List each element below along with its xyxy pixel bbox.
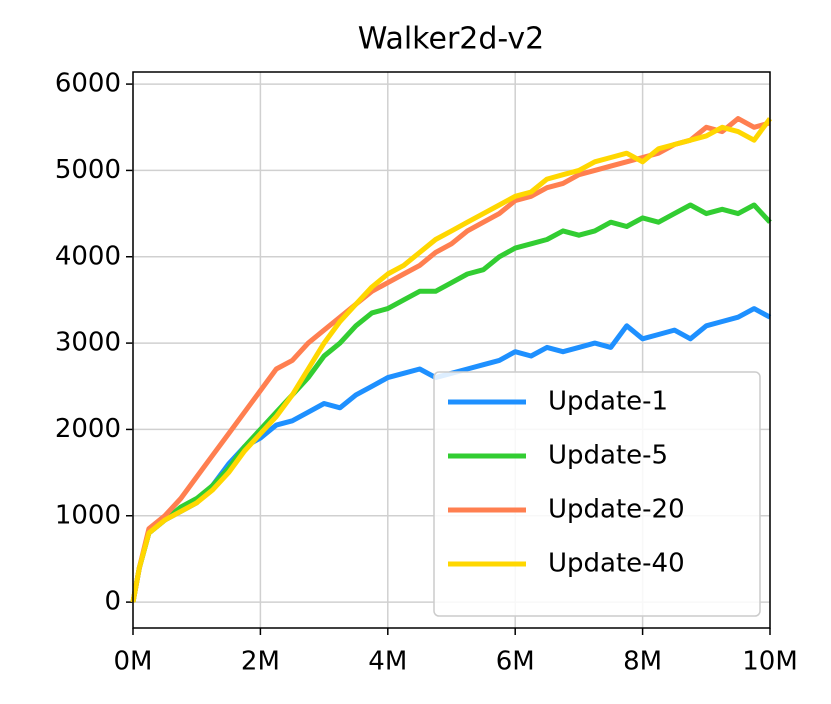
- series-line: [130, 117, 773, 603]
- y-tick-label: 3000: [55, 328, 121, 358]
- x-tick-label: 2M: [241, 647, 280, 677]
- series-line: [130, 116, 771, 603]
- legend-box: [433, 371, 761, 617]
- y-tick-label: 5000: [55, 155, 121, 185]
- series-line: [130, 202, 772, 603]
- x-tick-label: 10M: [742, 647, 798, 677]
- x-tick-label: 6M: [496, 647, 535, 677]
- y-tick-label: 6000: [55, 69, 121, 99]
- y-tick-label: 4000: [55, 241, 121, 271]
- x-tick-label: 4M: [368, 647, 407, 677]
- x-tick-label: 0M: [114, 647, 153, 677]
- legend-label: Update-40: [548, 549, 685, 579]
- legend-label: Update-20: [548, 495, 685, 525]
- y-tick-label: 0: [104, 587, 121, 617]
- legend: Update-1 Update-5 Update-20 Update-40: [433, 371, 761, 617]
- chart-title: Walker2d-v2: [358, 22, 545, 57]
- plot-frame: [132, 71, 771, 629]
- y-tick-label: 1000: [55, 500, 121, 530]
- legend-label: Update-5: [548, 441, 668, 471]
- y-tick-label: 2000: [55, 414, 121, 444]
- legend-label: Update-1: [548, 387, 668, 417]
- x-tick-label: 8M: [623, 647, 662, 677]
